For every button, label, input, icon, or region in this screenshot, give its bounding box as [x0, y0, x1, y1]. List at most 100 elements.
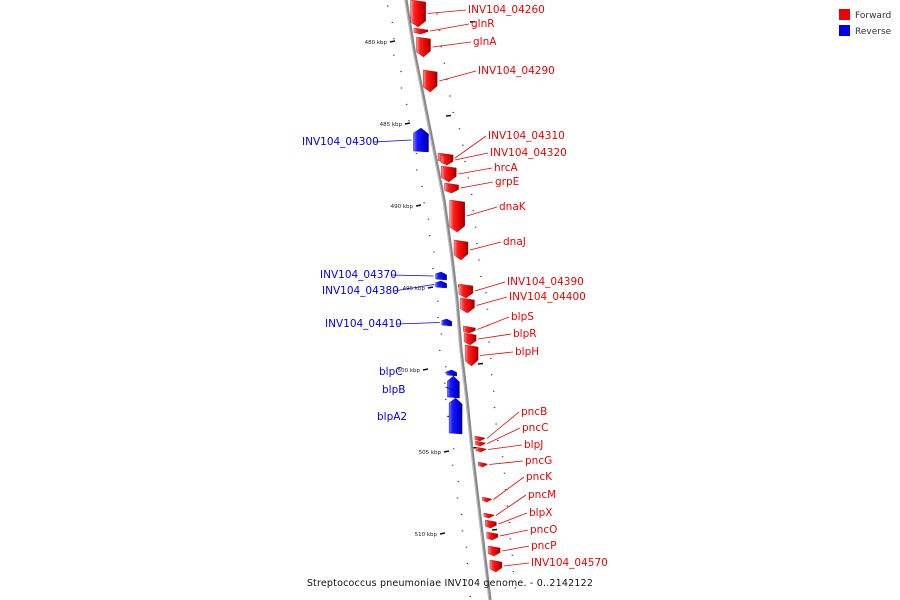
tick-label: 495 kbp	[403, 286, 426, 292]
gene-blpJ[interactable]: blpJ	[475, 439, 543, 453]
gene-grpE[interactable]: grpE	[444, 176, 520, 194]
gene-label: blpJ	[524, 439, 543, 451]
gene-leader-line	[432, 41, 472, 48]
gene-leader-line	[427, 9, 467, 14]
gene-track: INV104_04260 glnR glnA INV104_04290 INV104_0…	[302, 0, 608, 573]
gene-INV104_04400[interactable]: INV104_04400	[460, 291, 586, 314]
gene-dnaK[interactable]: dnaK	[449, 199, 527, 233]
gene-label: INV104_04380	[322, 285, 399, 297]
gene-label: dnaK	[499, 201, 527, 213]
gene-leader-line	[454, 135, 487, 159]
gene-blpH[interactable]: blpH	[464, 344, 539, 367]
gene-arrow	[482, 496, 492, 503]
gene-blpS[interactable]: blpS	[463, 311, 534, 334]
gene-leader-line	[478, 333, 512, 340]
gene-INV104_04290[interactable]: INV104_04290	[423, 65, 555, 93]
gene-dnaJ[interactable]: dnaJ	[453, 236, 526, 261]
gene-label: pncO	[530, 524, 557, 536]
gene-pncG[interactable]: pncG	[478, 455, 552, 468]
gene-arrow	[483, 512, 495, 519]
gene-arrow	[423, 69, 438, 93]
gene-label: INV104_04410	[325, 318, 402, 330]
gene-glnA[interactable]: glnA	[416, 36, 498, 58]
gene-pncC[interactable]: pncC	[475, 422, 548, 447]
gene-INV104_04370[interactable]: INV104_04370	[320, 269, 447, 281]
gene-label: pncK	[526, 471, 553, 483]
gene-arrow	[416, 36, 431, 58]
gene-arrow	[453, 239, 469, 261]
gene-INV104_04410[interactable]: INV104_04410	[325, 318, 452, 330]
gene-leader-line	[373, 139, 412, 143]
gene-arrow	[475, 440, 486, 447]
gene-INV104_04320[interactable]: INV104_04320	[440, 147, 567, 166]
major-tick	[469, 20, 476, 23]
gene-label: blpX	[529, 507, 552, 519]
gene-leader-line	[445, 386, 455, 391]
gene-INV104_04300[interactable]: INV104_04300	[302, 127, 429, 153]
tick-label: 500 kbp	[398, 368, 421, 374]
gene-leader-line	[429, 23, 470, 32]
gene-INV104_04260[interactable]: INV104_04260	[410, 0, 545, 28]
gene-arrow	[475, 446, 487, 453]
gene-blpX[interactable]: blpX	[485, 507, 552, 529]
genome-backbone	[404, 0, 492, 600]
gene-arrow	[410, 0, 426, 28]
gene-leader-line	[439, 70, 477, 82]
gene-label: INV104_04320	[490, 147, 567, 159]
gene-label: glnA	[473, 36, 497, 48]
gene-hrcA[interactable]: hrcA	[441, 162, 519, 183]
gene-leader-line	[444, 371, 452, 374]
tick-label: 505 kbp	[419, 450, 442, 456]
gene-blpA2[interactable]: blpA2	[377, 397, 463, 435]
gene-arrow	[441, 165, 457, 183]
gene-label: INV104_04290	[478, 65, 555, 77]
gene-arrow	[460, 297, 475, 314]
gene-label: blpB	[382, 384, 405, 396]
gene-leader-line	[487, 444, 523, 450]
gene-blpC[interactable]: blpC	[379, 366, 457, 378]
gene-leader-line	[477, 316, 510, 330]
gene-glnR[interactable]: glnR	[413, 18, 495, 35]
gene-leader-line	[495, 494, 527, 516]
gene-arrow	[487, 545, 501, 557]
gene-label: pncM	[528, 489, 556, 501]
gene-arrow	[489, 559, 503, 573]
gene-arrow	[441, 318, 452, 327]
legend-label-reverse: Reverse	[855, 27, 892, 37]
gene-pncO[interactable]: pncO	[486, 524, 558, 541]
gene-INV104_04570[interactable]: INV104_04570	[489, 557, 608, 573]
tick-label: 490 kbp	[391, 204, 414, 210]
gene-arrow	[413, 127, 429, 153]
gene-pncB[interactable]: pncB	[474, 406, 547, 442]
gene-leader-line	[466, 206, 498, 217]
gene-pncP[interactable]: pncP	[487, 540, 556, 557]
gene-pncK[interactable]: pncK	[482, 471, 553, 503]
legend-item-reverse: Reverse	[839, 25, 892, 37]
gene-label: grpE	[495, 176, 519, 188]
gene-arrow	[449, 199, 465, 233]
gene-label: INV104_04390	[507, 276, 584, 288]
gene-arrow	[413, 27, 429, 35]
genome-backbone-highlight	[404, 0, 490, 600]
legend: Forward Reverse	[839, 9, 892, 37]
gene-leader-line	[503, 562, 530, 567]
tick-label: 480 kbp	[365, 40, 388, 46]
gene-label: blpA2	[377, 411, 407, 423]
legend-swatch-forward	[839, 9, 850, 20]
gene-label: pncC	[522, 422, 548, 434]
gene-label: INV104_04260	[468, 4, 545, 16]
gene-blpR[interactable]: blpR	[463, 328, 537, 346]
gene-label: INV104_04400	[509, 291, 586, 303]
gene-arrow	[463, 325, 476, 334]
gene-label: pncP	[531, 540, 556, 552]
gene-INV104_04390[interactable]: INV104_04390	[458, 276, 584, 299]
gene-label: blpC	[379, 366, 403, 378]
major-tick	[443, 450, 450, 453]
gene-INV104_04380[interactable]: INV104_04380	[322, 280, 447, 297]
gene-leader-line	[487, 427, 521, 444]
gene-arrow	[478, 461, 488, 468]
gene-pncM[interactable]: pncM	[483, 489, 556, 519]
gene-blpB[interactable]: blpB	[382, 375, 460, 399]
gene-leader-line	[446, 415, 450, 418]
tick-label: 510 kbp	[415, 532, 438, 538]
